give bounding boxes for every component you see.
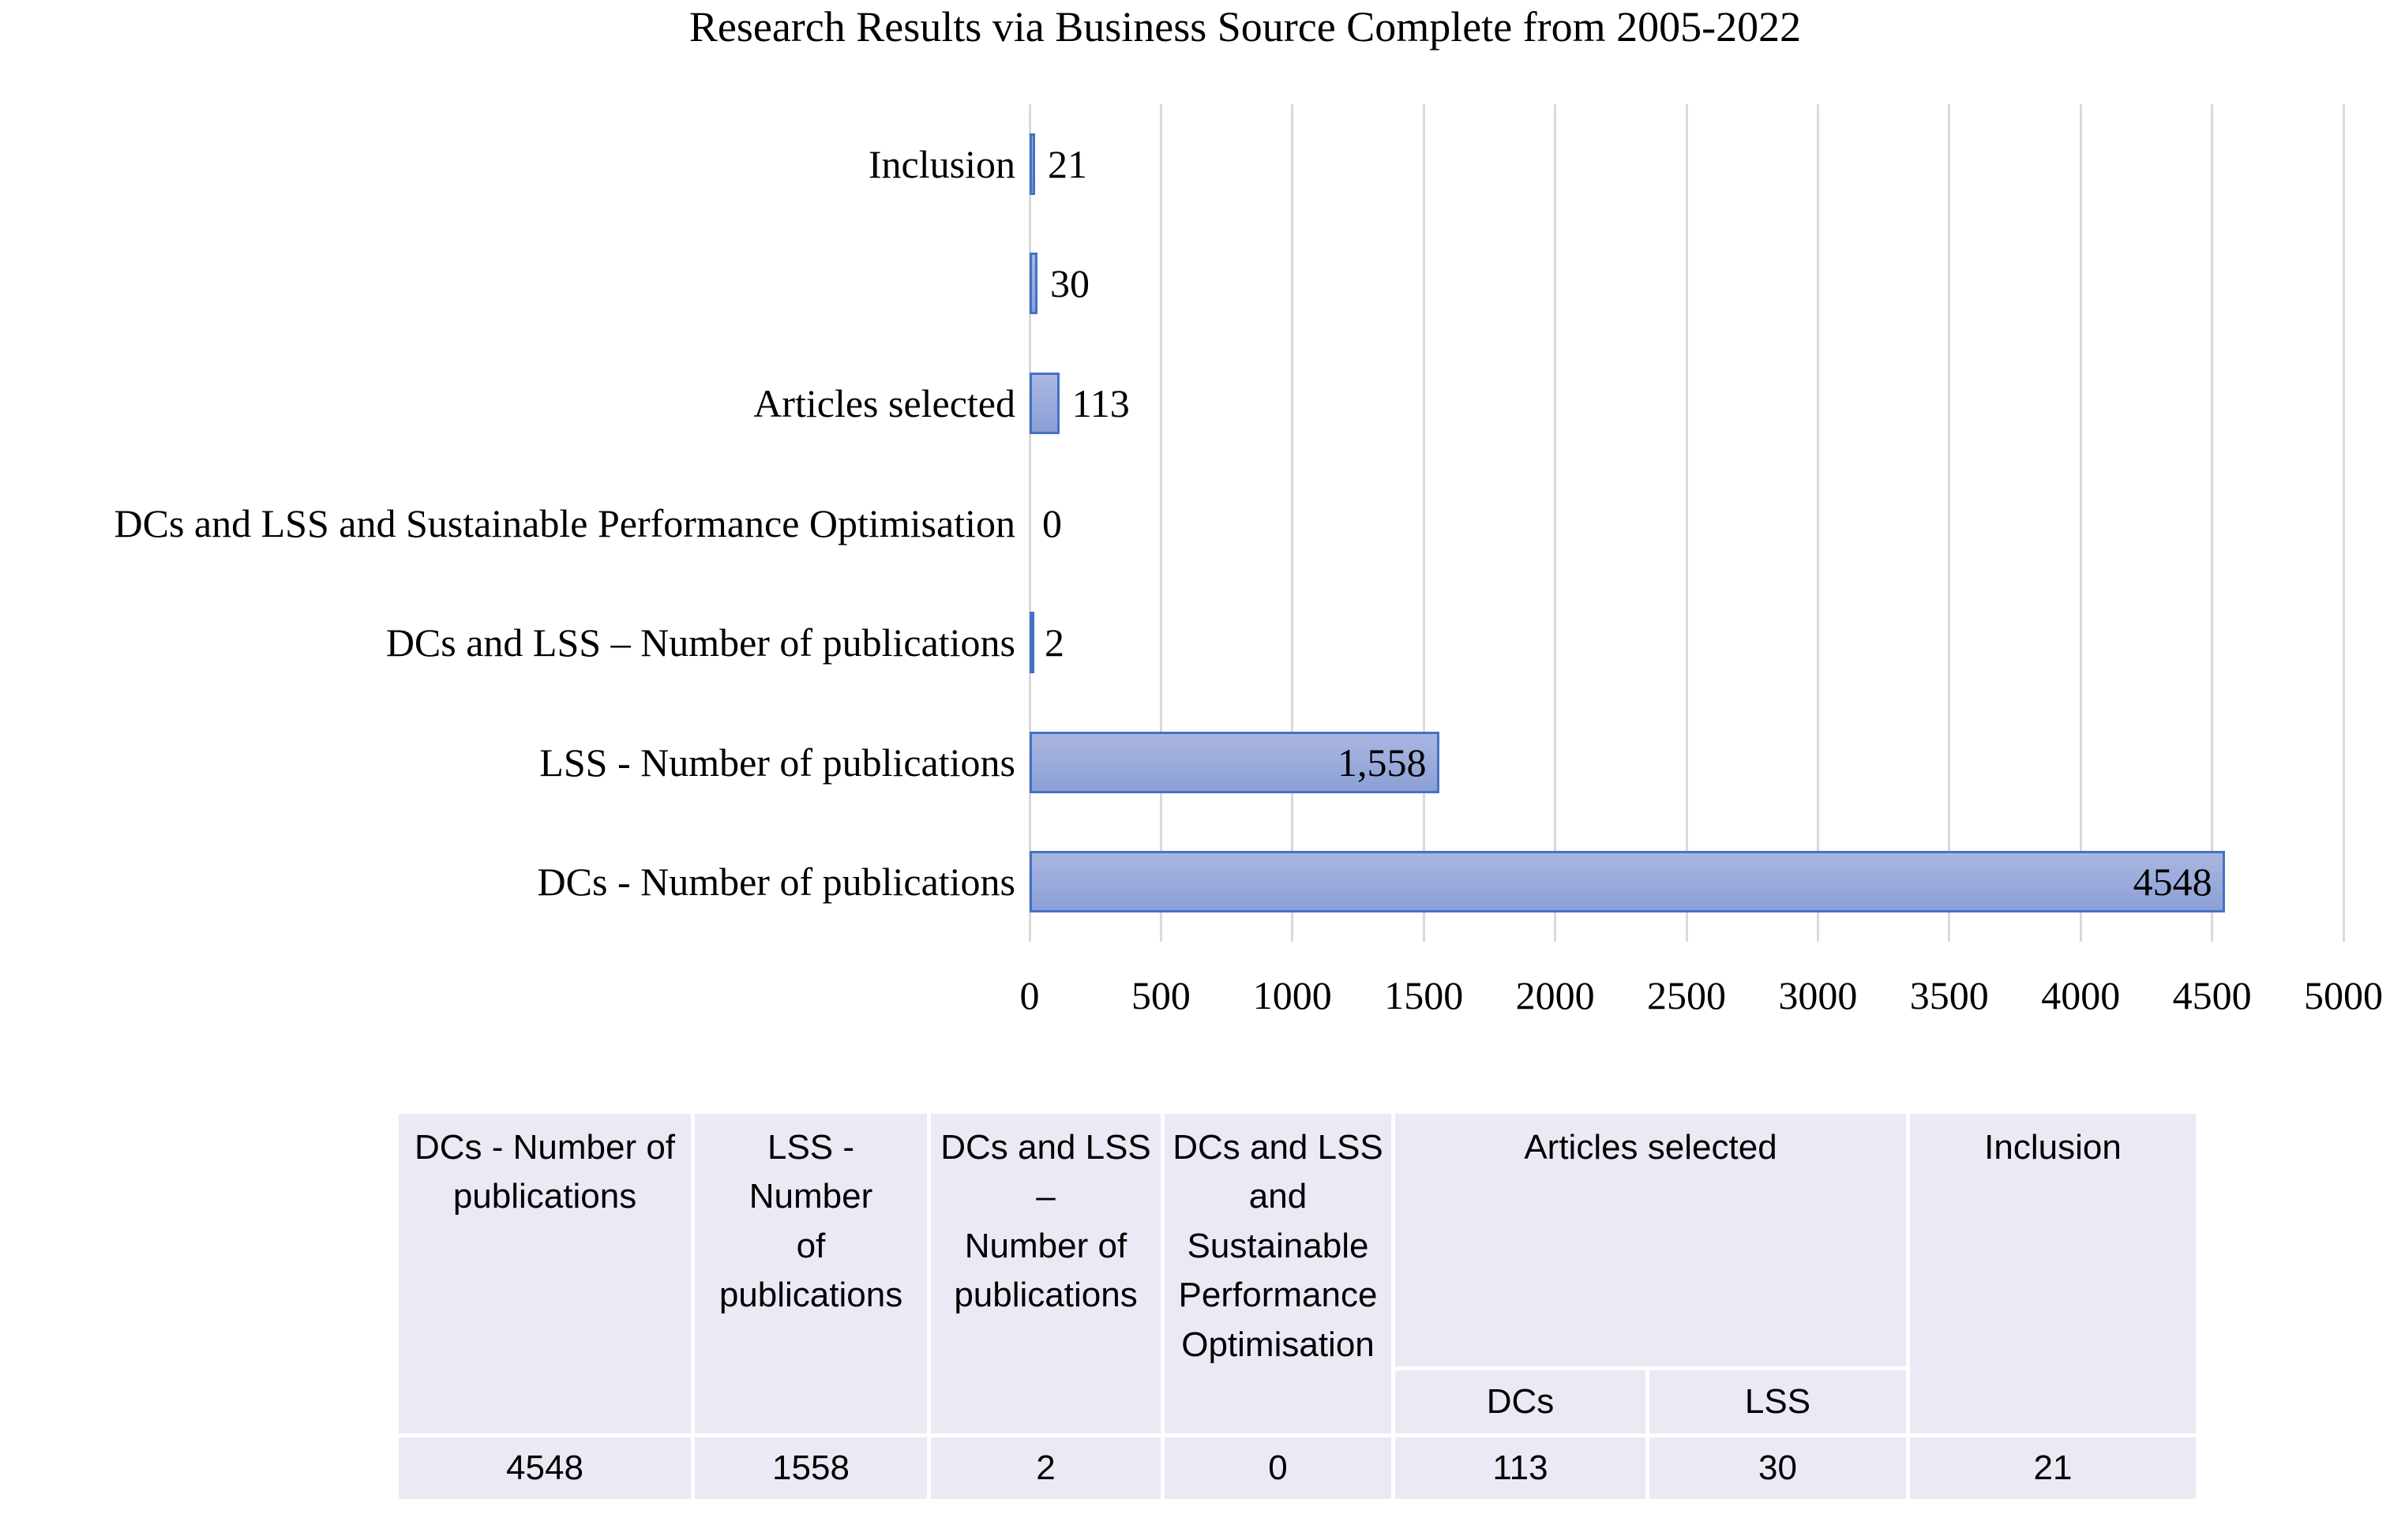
category-label: DCs - Number of publications: [537, 860, 1015, 905]
x-tick-label: 5000: [2304, 973, 2383, 1017]
x-axis: 0 500 1000 1500 2000 2500 3000 3500 4000 4500 5000: [0, 972, 2405, 1028]
x-tick-label: 500: [1131, 973, 1191, 1017]
value-articles-lss: 30: [1649, 1437, 1906, 1499]
plot-area: 21 30 113 0 2 1,558 4548: [1028, 104, 2345, 942]
category-label: LSS - Number of publications: [539, 740, 1015, 785]
gridline: [1159, 104, 1162, 942]
value-label: 21: [1047, 141, 1087, 186]
gridline: [1291, 104, 1294, 942]
gridline: [2211, 104, 2214, 942]
x-tick-label: 2500: [1647, 973, 1726, 1017]
bar: [1030, 612, 1034, 674]
gridline: [1422, 104, 1425, 942]
header-dcs-lss-sustainable: DCs and LSS and Sustainable Performance …: [1165, 1114, 1391, 1433]
x-tick-label: 4500: [2172, 973, 2252, 1017]
value-label: 0: [1042, 500, 1062, 545]
category-label: Inclusion: [868, 141, 1015, 186]
bar: [1030, 851, 2225, 913]
table-header-row: DCs - Number of publications LSS - Numbe…: [399, 1114, 2196, 1433]
value-dcs-lss-sustainable: 0: [1165, 1437, 1391, 1499]
value-inclusion: 21: [1910, 1437, 2196, 1499]
gridline: [1028, 104, 1031, 942]
header-dcs-and-lss: DCs and LSS – Number of publications: [931, 1114, 1161, 1433]
bar: [1030, 133, 1035, 195]
x-tick-label: 1000: [1252, 973, 1332, 1017]
value-label: 2: [1045, 620, 1064, 665]
value-dcs-and-lss: 2: [931, 1437, 1161, 1499]
table-subheader-row: DCs LSS: [399, 1370, 2196, 1433]
category-label: DCs and LSS and Sustainable Performance …: [114, 500, 1015, 545]
gridline: [1554, 104, 1557, 942]
value-label: 4548: [2133, 860, 2212, 905]
value-lss-publications: 1558: [695, 1437, 927, 1499]
gridline: [1685, 104, 1688, 942]
header-articles-selected: Articles selected: [1395, 1114, 1906, 1366]
chart-title: Research Results via Business Source Com…: [688, 3, 1802, 51]
gridline: [1816, 104, 1819, 942]
x-tick-label: 0: [1019, 973, 1040, 1017]
x-tick-label: 2000: [1515, 973, 1595, 1017]
bar: [1030, 731, 1439, 793]
results-table: DCs - Number of publications LSS - Numbe…: [395, 1110, 2200, 1503]
bar: [1030, 253, 1037, 315]
value-articles-dcs: 113: [1395, 1437, 1645, 1499]
header-dcs-publications: DCs - Number of publications: [399, 1114, 691, 1433]
table-value-row: 4548 1558 2 0 113 30 21: [399, 1437, 2196, 1499]
x-tick-label: 4000: [2041, 973, 2121, 1017]
gridline: [2342, 104, 2345, 942]
subheader-dcs: DCs: [1395, 1370, 1645, 1433]
value-label: 1,558: [1338, 740, 1427, 785]
header-inclusion: Inclusion: [1910, 1114, 2196, 1433]
value-label: 113: [1071, 380, 1130, 425]
value-dcs-publications: 4548: [399, 1437, 691, 1499]
bar: [1030, 372, 1060, 434]
gridline: [1948, 104, 1951, 942]
gridline: [2079, 104, 2082, 942]
subheader-lss: LSS: [1649, 1370, 1906, 1433]
category-axis: Inclusion Articles selected DCs and LSS an…: [0, 104, 1015, 942]
header-lss-publications: LSS - Number of publications: [695, 1114, 927, 1433]
x-tick-label: 3000: [1778, 973, 1858, 1017]
x-tick-label: 1500: [1384, 973, 1464, 1017]
value-label: 30: [1049, 261, 1090, 306]
x-tick-label: 3500: [1909, 973, 1989, 1017]
category-label: Articles selected: [753, 380, 1015, 425]
category-label: DCs and LSS – Number of publications: [385, 620, 1015, 665]
